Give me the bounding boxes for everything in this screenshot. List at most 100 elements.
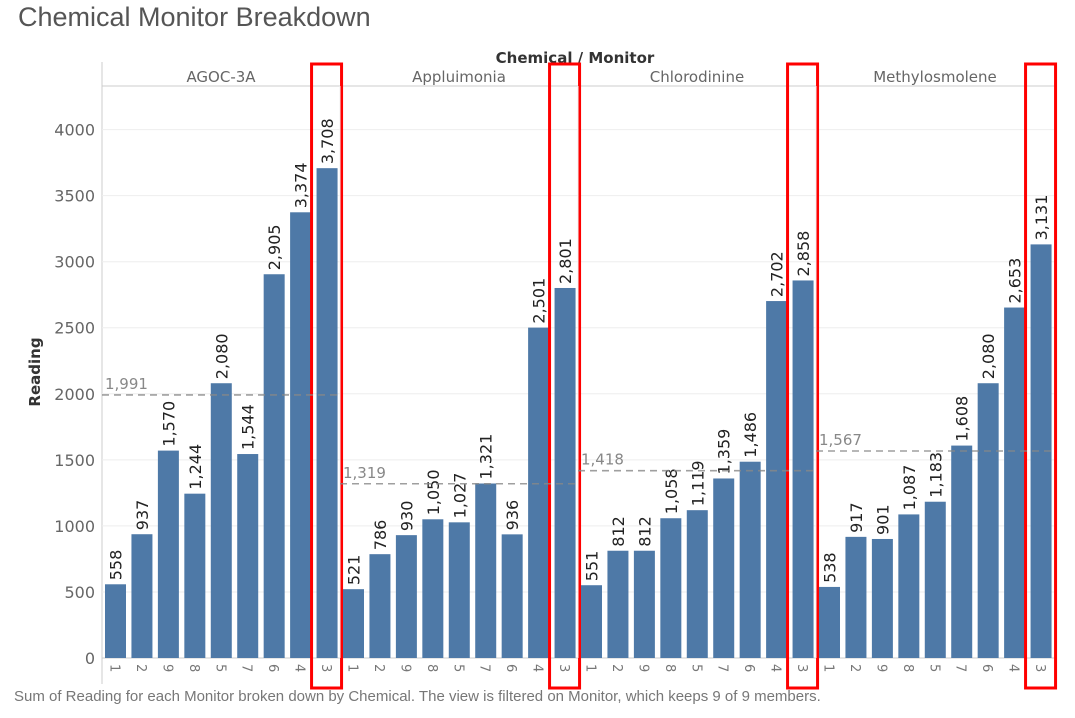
average-label: 1,418: [581, 451, 624, 469]
bar-value-label: 1,321: [477, 434, 496, 480]
panel-header-methylosmolene: Methylosmolene: [873, 68, 997, 86]
bar: [105, 584, 126, 658]
bar-value-label: 1,359: [715, 429, 734, 475]
bar-value-label: 558: [107, 550, 126, 581]
monitor-tick-label: 2: [133, 664, 148, 672]
bar-value-label: 1,608: [953, 396, 972, 442]
bar: [554, 287, 576, 658]
bar-value-label: 2,702: [768, 251, 787, 297]
monitor-tick-label: 8: [186, 664, 201, 672]
monitor-tick-label: 7: [477, 664, 492, 672]
bar-value-label: 2,801: [556, 238, 575, 284]
bar-value-label: 3,374: [292, 162, 311, 208]
bar: [607, 550, 629, 658]
monitor-tick-label: 8: [900, 664, 915, 672]
bar: [131, 534, 153, 658]
bar: [316, 168, 338, 658]
monitor-tick-label: 3: [794, 664, 809, 672]
column-header: Chemical / Monitor: [496, 49, 655, 67]
monitor-tick-label: 3: [556, 664, 571, 672]
bar: [977, 383, 999, 658]
bar-value-label: 936: [503, 500, 522, 531]
bar-value-label: 1,183: [926, 452, 945, 498]
bar-value-label: 1,050: [424, 469, 443, 515]
monitor-tick-label: 8: [424, 664, 439, 672]
y-tick-label: 500: [64, 583, 95, 602]
bar-value-label: 1,570: [159, 401, 178, 447]
y-tick-label: 2000: [54, 385, 95, 404]
bar: [633, 550, 655, 658]
monitor-tick-label: 1: [583, 664, 598, 672]
monitor-tick-label: 4: [768, 664, 783, 672]
highlight-box: [1024, 62, 1058, 690]
bar-value-label: 1,544: [239, 404, 258, 450]
bar: [686, 510, 708, 658]
bar: [713, 478, 735, 658]
monitor-tick-label: 2: [609, 664, 624, 672]
bar: [157, 450, 179, 658]
bar: [369, 554, 391, 658]
monitor-tick-label: 1: [821, 664, 836, 672]
monitor-tick-label: 9: [159, 664, 174, 672]
y-axis-title: Reading: [26, 337, 44, 406]
bar: [501, 534, 523, 658]
bar-value-label: 3,131: [1032, 195, 1051, 241]
chart-caption: Sum of Reading for each Monitor broken d…: [14, 688, 821, 705]
bar: [845, 536, 867, 658]
bar: [422, 519, 444, 658]
average-label: 1,991: [105, 375, 148, 393]
panel-header-appluimonia: Appluimonia: [412, 68, 506, 86]
y-tick-label: 3000: [54, 253, 95, 272]
monitor-tick-label: 4: [1006, 664, 1021, 672]
bar-value-label: 538: [821, 552, 840, 583]
panel-header-agoc-3a: AGOC-3A: [186, 68, 256, 86]
bar-value-label: 551: [583, 551, 602, 582]
bar: [1004, 307, 1026, 658]
monitor-tick-label: 9: [635, 664, 650, 672]
bar: [290, 212, 312, 659]
bar: [448, 522, 470, 658]
bar: [766, 301, 788, 658]
monitor-tick-label: 8: [662, 664, 677, 672]
monitor-tick-label: 5: [450, 664, 465, 672]
monitor-tick-label: 6: [265, 664, 280, 672]
bar-value-label: 812: [635, 516, 654, 547]
bar: [263, 274, 285, 658]
monitor-tick-label: 5: [212, 664, 227, 672]
bar-value-label: 937: [133, 500, 152, 531]
y-tick-label: 4000: [54, 121, 95, 140]
monitor-tick-label: 1: [345, 664, 360, 672]
y-tick-label: 1000: [54, 517, 95, 536]
bar-value-label: 930: [397, 501, 416, 532]
bar-value-label: 2,653: [1006, 258, 1025, 304]
monitor-tick-label: 6: [503, 664, 518, 672]
y-tick-label: 0: [85, 649, 95, 668]
bar: [1030, 244, 1052, 658]
monitor-tick-label: 2: [847, 664, 862, 672]
bar: [739, 461, 761, 658]
bar-value-label: 2,905: [265, 224, 284, 270]
bar-value-label: 1,087: [900, 465, 919, 511]
bar: [951, 445, 973, 658]
bar: [924, 501, 946, 658]
y-tick-label: 3500: [54, 187, 95, 206]
bar-value-label: 2,858: [794, 231, 813, 277]
bar-value-label: 2,080: [979, 333, 998, 379]
monitor-tick-label: 2: [371, 664, 386, 672]
bar-value-label: 3,708: [318, 118, 337, 164]
bar-value-label: 901: [873, 504, 892, 535]
highlight-box: [310, 62, 344, 690]
bar: [792, 280, 814, 658]
monitor-tick-label: 4: [292, 664, 307, 672]
monitor-tick-label: 3: [318, 664, 333, 672]
bar: [210, 383, 232, 658]
bar: [871, 538, 893, 658]
bar: [184, 493, 206, 658]
bar-value-label: 812: [609, 516, 628, 547]
monitor-tick-label: 7: [953, 664, 968, 672]
bar-value-label: 786: [371, 520, 390, 551]
monitor-tick-label: 5: [926, 664, 941, 672]
bar-value-label: 1,486: [741, 412, 760, 458]
average-label: 1,567: [819, 431, 862, 449]
bar: [395, 535, 417, 658]
